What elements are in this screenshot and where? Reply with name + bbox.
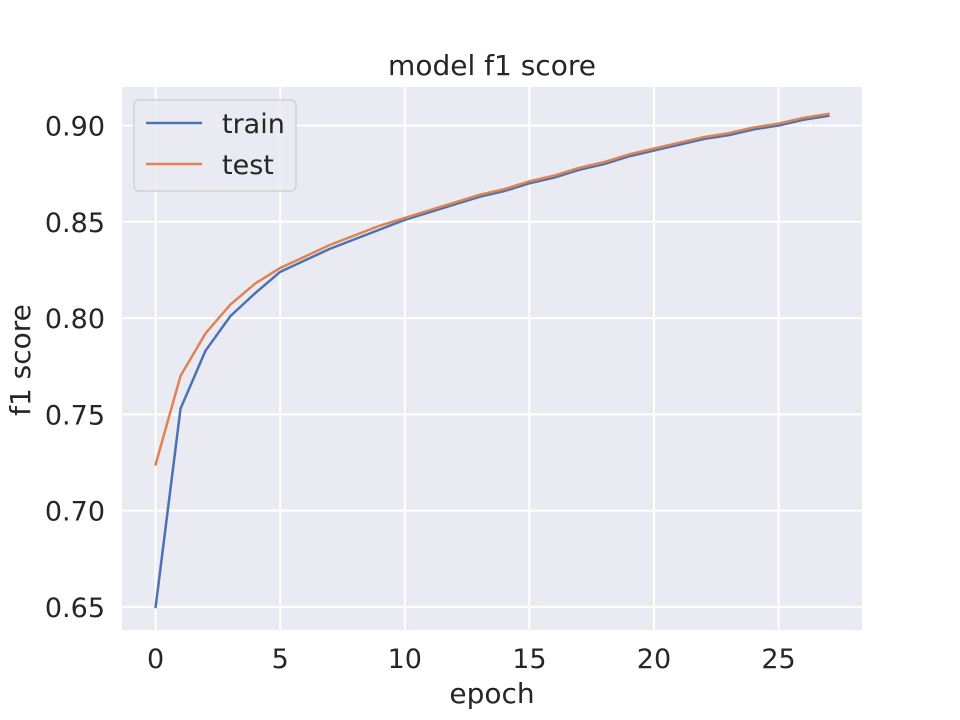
- y-tick-label: 0.70: [45, 497, 105, 528]
- x-tick-label: 0: [147, 644, 164, 675]
- chart-title: model f1 score: [388, 49, 596, 82]
- series-line-train: [154, 114, 830, 609]
- series-lines: [154, 112, 830, 609]
- x-tick-label: 10: [388, 644, 422, 675]
- x-tick-label: 20: [637, 644, 671, 675]
- legend-test-label: test: [222, 150, 274, 181]
- y-tick-label: 0.65: [45, 593, 105, 624]
- x-tick-label: 5: [272, 644, 289, 675]
- x-tick-label: 15: [512, 644, 546, 675]
- y-tick-label: 0.80: [45, 304, 105, 335]
- y-tick-label: 0.85: [45, 208, 105, 239]
- y-axis-label: f1 score: [4, 304, 37, 416]
- x-tick-label: 25: [761, 644, 795, 675]
- grid: [122, 87, 862, 630]
- tick-labels: 0 5 10 15 20 25 0.65 0.70 0.75 0.80 0.85 0.90: [45, 112, 796, 675]
- legend: train test: [133, 99, 297, 192]
- legend-train-label: train: [222, 109, 285, 140]
- series-line-test: [154, 112, 830, 466]
- y-tick-label: 0.90: [45, 112, 105, 143]
- y-tick-label: 0.75: [45, 400, 105, 431]
- x-axis-label: epoch: [449, 677, 534, 710]
